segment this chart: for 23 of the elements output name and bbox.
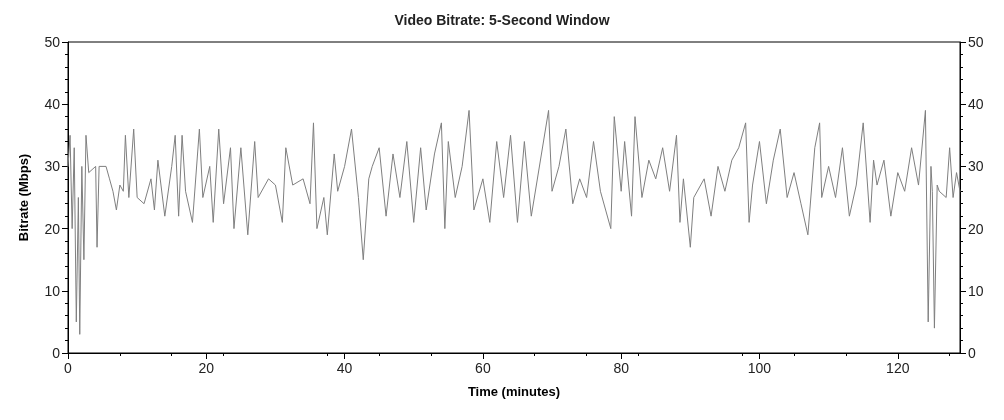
y-axis-title: Bitrate (Mbps)	[16, 153, 31, 242]
x-tick-label: 0	[64, 360, 73, 376]
y2-tick-label: 30	[968, 158, 984, 175]
x-tick-label: 40	[336, 360, 353, 376]
y2-tick-label: 10	[968, 282, 984, 299]
y-tick-label: 50	[44, 34, 61, 50]
y2-tick-label: 0	[968, 345, 976, 361]
x-tick-label: 120	[886, 360, 910, 376]
y2-tick-label: 50	[968, 34, 984, 50]
x-tick-label: 60	[475, 360, 491, 376]
y2-tick-label: 40	[968, 96, 984, 113]
chart-title: Video Bitrate: 5-Second Window	[394, 12, 610, 28]
x-tick-label: 20	[198, 360, 215, 376]
y-tick-label: 30	[44, 158, 61, 175]
x-tick-label: 100	[747, 360, 772, 376]
y-tick-label: 40	[44, 96, 61, 113]
line-series	[67, 109, 961, 335]
y-tick-label: 0	[52, 345, 61, 361]
y-tick-label: 10	[44, 282, 61, 299]
x-axis-title: Time (minutes)	[467, 384, 561, 399]
y-tick-label: 20	[44, 220, 61, 237]
x-tick-label: 80	[613, 360, 630, 376]
y2-tick-label: 20	[968, 220, 984, 237]
